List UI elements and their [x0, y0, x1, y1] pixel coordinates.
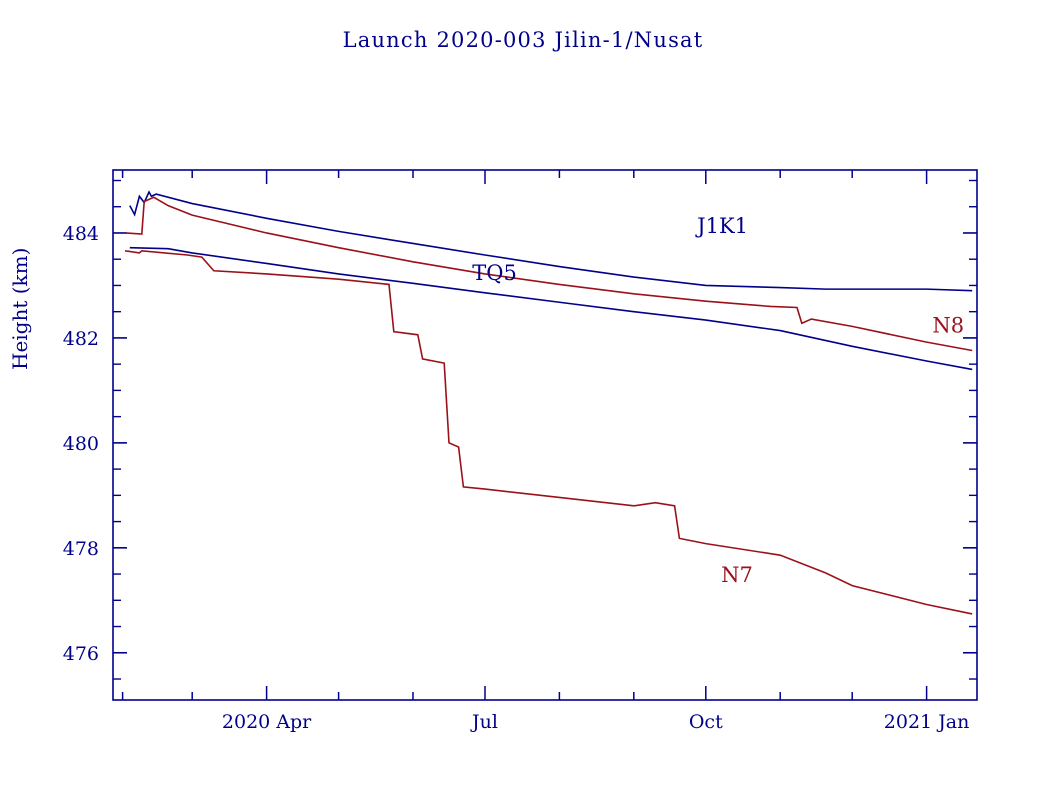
series-line-n7 [124, 249, 973, 615]
data-series [124, 190, 973, 615]
series-label-n8: N8 [932, 314, 964, 338]
x-tick-label: 2020 Apr [222, 711, 312, 733]
y-tick-label: 476 [63, 643, 99, 665]
series-label-j1k1: J1K1 [695, 214, 748, 238]
series-line-tq5 [129, 246, 973, 371]
axis-ticks [113, 170, 977, 700]
chart-title: Launch 2020-003 Jilin-1/Nusat [342, 28, 704, 52]
y-tick-label: 482 [63, 328, 99, 350]
y-tick-label: 480 [63, 433, 99, 455]
x-tick-label: Oct [689, 711, 723, 733]
x-tick-label: 2021 Jan [884, 711, 970, 733]
axis-tick-labels: 484 482 480 478 476 2020 Apr Jul Oct 2021 Jan [63, 223, 970, 733]
plot-frame [112, 169, 978, 701]
x-tick-label: Jul [470, 711, 498, 733]
series-annotations: J1K1 TQ5 N8 N7 [472, 214, 964, 587]
y-tick-label: 484 [63, 223, 99, 245]
series-label-n7: N7 [721, 563, 753, 587]
y-tick-label: 478 [63, 538, 99, 560]
series-label-tq5: TQ5 [472, 261, 517, 285]
series-line-n8 [124, 196, 973, 352]
series-line-j1k1 [129, 190, 973, 292]
